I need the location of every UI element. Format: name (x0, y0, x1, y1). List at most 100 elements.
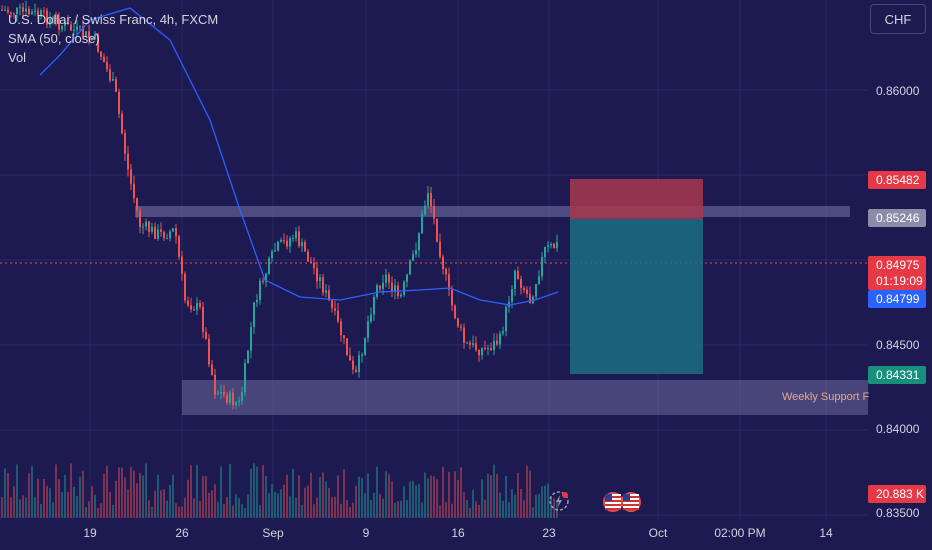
candle-body (187, 300, 189, 306)
candle-body (325, 290, 327, 293)
take-profit-zone (570, 219, 703, 374)
volume-bar (433, 476, 435, 518)
candle-body (82, 26, 84, 37)
time-tick: 23 (542, 526, 556, 540)
volume-bar (547, 483, 549, 518)
volume-bar (202, 476, 204, 518)
volume-bar (469, 507, 471, 518)
candle-body (232, 392, 234, 406)
candle-body (277, 241, 279, 251)
volume-bar (199, 500, 201, 518)
volume-bar (325, 481, 327, 518)
us-flag-icon[interactable] (621, 492, 641, 512)
candle-body (52, 17, 54, 19)
candle-body (193, 309, 195, 311)
candle-body (307, 251, 309, 262)
volume-bar (139, 472, 141, 518)
candle-body (529, 293, 531, 304)
volume-bar (346, 499, 348, 518)
volume-label[interactable]: Vol (8, 50, 27, 65)
candle-body (208, 338, 210, 365)
volume-bar (67, 491, 69, 518)
volume-bar (463, 492, 465, 518)
candle-body (100, 51, 102, 57)
candle-body (328, 290, 330, 301)
volume-bar (214, 484, 216, 518)
candle-body (271, 251, 273, 259)
price-chart[interactable] (0, 0, 868, 520)
volume-bar (421, 502, 423, 518)
volume-bar (502, 500, 504, 518)
volume-bar (388, 474, 390, 518)
candle-body (145, 221, 147, 227)
candle-body (280, 240, 282, 242)
candle-body (475, 343, 477, 350)
volume-bar (145, 463, 147, 518)
volume-bar (190, 465, 192, 518)
candle-body (346, 338, 348, 356)
price-axis[interactable]: 0.86000 0.84500 0.84000 0.83500 (868, 0, 932, 520)
candle-body (421, 214, 423, 234)
time-axis[interactable]: 19 26 Sep 9 16 23 Oct 02:00 PM 14 (0, 520, 868, 550)
us-flag-icon[interactable] (603, 492, 623, 512)
candle-body (481, 348, 483, 356)
candle-body (223, 391, 225, 395)
volume-bar (262, 465, 264, 518)
indicator-label[interactable]: SMA (50, close) (8, 31, 100, 46)
volume-bar (544, 485, 546, 518)
candle-body (415, 250, 417, 255)
candle-body (256, 299, 258, 303)
candle-body (265, 273, 267, 282)
volume-bar (292, 469, 294, 518)
volume-bar (415, 485, 417, 518)
volume-bar (490, 475, 492, 518)
volume-bar (37, 478, 39, 518)
volume-bar (487, 473, 489, 518)
candle-body (211, 364, 213, 375)
candle-body (316, 268, 318, 282)
lightning-icon[interactable] (548, 490, 570, 512)
volume-bar (526, 465, 528, 518)
candle-body (127, 153, 129, 170)
volume-bar (205, 476, 207, 518)
volume-bar (106, 466, 108, 518)
volume-bar (436, 479, 438, 518)
volume-bar (478, 504, 480, 518)
volume-bar (541, 486, 543, 518)
volume-bar (442, 466, 444, 518)
candle-body (148, 221, 150, 232)
candle-body (259, 280, 261, 300)
volume-bar (430, 475, 432, 518)
volume-bar (94, 494, 96, 518)
volume-bar (412, 480, 414, 518)
candle-body (250, 327, 252, 351)
candle-body (427, 192, 429, 206)
candle-body (298, 231, 300, 247)
volume-bar (367, 473, 369, 518)
volume-bar (208, 492, 210, 518)
volume-bar (172, 474, 174, 518)
volume-bar (256, 466, 258, 518)
volume-value-label: 20.883 K (868, 485, 926, 503)
volume-bar (277, 493, 279, 518)
volume-bar (472, 489, 474, 518)
volume-bar (247, 494, 249, 518)
volume-bar (70, 463, 72, 518)
volume-bar (181, 506, 183, 518)
candle-body (355, 369, 357, 373)
volume-bar (439, 505, 441, 518)
volume-bar (160, 490, 162, 518)
candle-body (424, 205, 426, 215)
candle-body (124, 133, 126, 154)
volume-bar (514, 494, 516, 518)
volume-bar (517, 472, 519, 518)
candle-body (37, 10, 39, 17)
candle-body (142, 226, 144, 228)
currency-button[interactable]: CHF (870, 4, 926, 34)
symbol-title[interactable]: U.S. Dollar / Swiss Franc, 4h, FXCM (8, 12, 219, 27)
candle-body (253, 302, 255, 328)
candle-body (460, 326, 462, 328)
candle-body (319, 277, 321, 282)
candle-body (553, 243, 555, 249)
candle-body (490, 348, 492, 351)
